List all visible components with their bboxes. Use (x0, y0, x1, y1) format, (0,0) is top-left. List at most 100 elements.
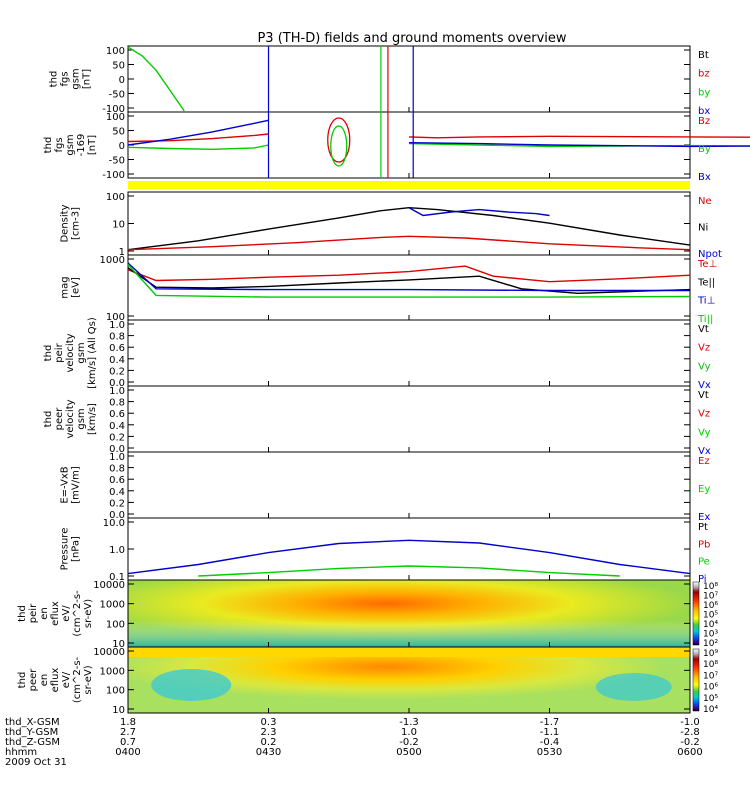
panel-frame-efield (127, 451, 691, 519)
panel-frame-density (127, 191, 691, 256)
xaxis-row-label: thd_Y-GSM (5, 727, 58, 738)
xaxis-value: -0.4 (540, 737, 560, 748)
legend-entry: Vz (698, 409, 710, 420)
ytick-label: 10 (112, 220, 125, 231)
ytick-label: 0.6 (109, 475, 125, 486)
colorbar-label: 10⁵ (703, 611, 718, 621)
series-fgs2-Bx (127, 119, 269, 146)
ytick-label: 10000 (93, 647, 125, 658)
legend-entry: Vy (698, 427, 711, 438)
ytick-label: 1.0 (109, 386, 125, 397)
ytick-label: 10 (112, 705, 125, 716)
ylabel-line: gsm (65, 134, 76, 155)
ytick-label: 50 (112, 127, 125, 138)
spectrogram-top-band (128, 647, 690, 657)
ylabel-line: gsm (76, 408, 87, 429)
ylabel-line: [nPa] (71, 536, 82, 562)
colorbar-label: 10⁴ (703, 705, 718, 715)
legend-entry: by (698, 87, 710, 98)
ylabel-line: thd (43, 137, 54, 154)
xaxis-value: 2.3 (261, 727, 277, 738)
ytick-label: 100 (106, 619, 125, 630)
xaxis-value: -2.8 (680, 727, 700, 738)
plot-background (128, 181, 700, 713)
ylabel-line: eflux (50, 601, 61, 626)
series-density-Ne (127, 235, 691, 251)
ylabel-line: E=-VxB (60, 466, 71, 503)
xaxis-value: -0.2 (399, 737, 419, 748)
colorbar-label: 10⁸ (703, 660, 718, 670)
ytick-label: 1000 (100, 600, 125, 611)
ytick-label: 0.8 (109, 464, 125, 475)
series-density-Ni (127, 206, 691, 251)
legend-entry: Ex (698, 512, 710, 523)
ylabel-line: thd (43, 411, 54, 428)
ylabel-line: [nT] (87, 135, 98, 155)
ylabel-line: thd (49, 71, 60, 88)
ylabel-line: mag (60, 276, 71, 298)
colorbar-label: 10² (703, 639, 718, 649)
xaxis-value: -1.7 (540, 717, 560, 728)
legend-entry: Vy (698, 361, 711, 372)
ytick-label: 0.4 (109, 421, 125, 432)
legend-entry: Vz (698, 343, 710, 354)
ytick-label: 1.0 (109, 452, 125, 463)
ytick-label: 0.0 (109, 444, 125, 455)
ytick-label: 0.8 (109, 332, 125, 343)
ytick-label: 1000 (100, 666, 125, 677)
ytick-label: -50 (109, 156, 125, 167)
legend-entry: bx (698, 106, 710, 117)
series-pressure-Pe (198, 565, 620, 577)
colorbar-peir_en (692, 581, 700, 646)
xaxis-value: 1.0 (401, 727, 417, 738)
labels: P3 (TH-D) fields and ground moments over… (5, 31, 722, 768)
xaxis-row-label: thd_Z-GSM (5, 737, 60, 748)
xaxis-value: -1.0 (680, 717, 700, 728)
ylabel-line: thd (17, 672, 28, 689)
ylabel-line: eV/ (61, 671, 72, 688)
ylabel-line: [mV/m] (71, 466, 82, 504)
series-fgs-by (127, 46, 185, 112)
legend-entry: Pt (698, 522, 708, 533)
legend-entry: Te|| (697, 277, 715, 288)
xaxis-value: 0530 (537, 747, 562, 758)
ytick-label: 0.0 (109, 378, 125, 389)
legend-entry: bz (698, 69, 710, 80)
series-pressure-Pi (127, 539, 691, 575)
legend-entry: Npot (698, 249, 722, 260)
spectrogram-low-energy (128, 580, 690, 647)
ylabel-line: thd (17, 605, 28, 622)
legend-entry: Bt (698, 50, 709, 61)
ytick-label: 100 (106, 112, 125, 123)
ytick-label: -50 (109, 90, 125, 101)
ylabel-line: sr-eV) (83, 599, 94, 628)
ylabel-line: [km/s] (87, 403, 98, 435)
ylabel-line: peer (54, 407, 65, 431)
ytick-label: 100 (106, 312, 125, 323)
legend-entry: Ne (698, 196, 712, 207)
spectrogram-cold-right (595, 673, 672, 701)
ylabel-line: peir (54, 342, 65, 362)
ylabel-line: [eV] (71, 277, 82, 298)
ytick-label: -100 (102, 170, 125, 181)
ytick-label: 0.8 (109, 398, 125, 409)
xaxis-value: -0.2 (680, 737, 700, 748)
series (127, 46, 750, 577)
ylabel-line: [km/s] (All Qs) (87, 317, 98, 389)
ytick-label: 10.0 (103, 518, 125, 529)
ytick-label: 0.2 (109, 498, 125, 509)
series-fgs2-Bx (408, 142, 750, 148)
legend-entry: Bz (698, 116, 710, 127)
ylabel-line: peer (28, 668, 39, 692)
ylabel-line: fgs (54, 137, 65, 152)
legend-entry: Ti⊥ (697, 296, 715, 307)
ylabel-line: [cm-3] (71, 207, 82, 240)
series-temp-Ti⊥ (127, 262, 690, 292)
ytick-label: 1.0 (109, 320, 125, 331)
ytick-label: 100 (106, 46, 125, 57)
ylabel-line: velocity (65, 399, 76, 438)
ylabel-line: fgs (60, 71, 71, 86)
xaxis-value: 0430 (256, 747, 281, 758)
xaxis-value: 0600 (677, 747, 702, 758)
ytick-label: 1.0 (109, 545, 125, 556)
